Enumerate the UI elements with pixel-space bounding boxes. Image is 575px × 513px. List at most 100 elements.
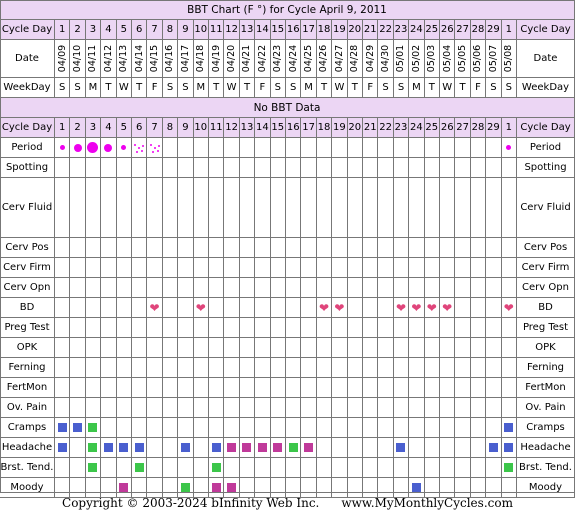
cycle-day-row-tick: 23 xyxy=(393,20,410,40)
light-spotting-mark xyxy=(149,142,161,154)
cycle-day-row-2-tick: 1 xyxy=(55,118,71,138)
row-headache-cell xyxy=(440,438,456,458)
date-tick: 04/17 xyxy=(178,40,194,78)
row-headache-cell xyxy=(70,438,86,458)
cycle-day-row-2-tick: 6 xyxy=(132,118,148,138)
date-tick: 04/16 xyxy=(162,40,179,78)
row-cerv-opn-cell xyxy=(316,278,333,298)
weekday-tick: T xyxy=(424,78,440,98)
row-ov-pain-cell xyxy=(193,398,209,418)
date-tick: 05/07 xyxy=(486,40,502,78)
row-ov-pain-cell xyxy=(255,398,271,418)
row-cerv-opn-cell xyxy=(55,278,71,298)
cycle-day-row-2-tick: 22 xyxy=(378,118,394,138)
row-cerv-opn-cell xyxy=(132,278,148,298)
row-fertmon-cell xyxy=(470,378,487,398)
row-fertmon-cell xyxy=(70,378,86,398)
row-preg-test-cell xyxy=(270,318,286,338)
weekday-tick: T xyxy=(316,78,333,98)
row-fertmon-cell xyxy=(85,378,102,398)
row-fertmon-label-left: FertMon xyxy=(0,378,55,398)
row-opk-cell xyxy=(70,338,86,358)
cycle-day-row-tick: 14 xyxy=(255,20,271,40)
date-tick: 05/08 xyxy=(501,40,517,78)
row-ov-pain-cell xyxy=(393,398,410,418)
row-cramps-cell xyxy=(270,418,286,438)
row-cerv-fluid-cell xyxy=(440,178,456,238)
row-cerv-firm-cell xyxy=(178,258,194,278)
row-cerv-firm-cell xyxy=(316,258,333,278)
row-headache-cell xyxy=(378,438,394,458)
row-cerv-pos-cell xyxy=(147,238,163,258)
row-cramps-cell xyxy=(239,418,256,438)
row-period-cell xyxy=(470,138,487,158)
cycle-day-row-tick: 6 xyxy=(132,20,148,40)
cycle-day-row-2-tick: 15 xyxy=(270,118,286,138)
row-opk-cell xyxy=(363,338,379,358)
row-ov-pain-cell xyxy=(409,398,425,418)
no-bbt-banner: No BBT Data xyxy=(0,98,575,118)
row-spotting-cell xyxy=(501,158,517,178)
row-headache-cell xyxy=(409,438,425,458)
cycle-day-row-2-tick: 1 xyxy=(501,118,517,138)
row-bd-cell xyxy=(116,298,132,318)
row-cerv-fluid-cell xyxy=(301,178,317,238)
cycle-day-row-tick: 15 xyxy=(270,20,286,40)
row-cerv-pos-cell xyxy=(316,238,333,258)
blue-symptom-square xyxy=(134,443,144,452)
row-period-cell xyxy=(224,138,240,158)
row-ferning-cell xyxy=(193,358,209,378)
spotting-speck xyxy=(156,149,159,152)
weekday-tick: S xyxy=(486,78,502,98)
row-cramps-cell xyxy=(147,418,163,438)
date-text: 04/09 xyxy=(56,44,68,73)
date-row-label-right: Date xyxy=(517,40,575,78)
row-preg-test-cell xyxy=(332,318,348,338)
row-cerv-fluid-cell xyxy=(486,178,502,238)
footer-site-link[interactable]: www.MyMonthlyCycles.com xyxy=(341,496,513,510)
row-ov-pain-cell xyxy=(332,398,348,418)
cycle-day-row-tick: 9 xyxy=(178,20,194,40)
row-preg-test-label-right: Preg Test xyxy=(517,318,575,338)
row-cerv-pos-cell xyxy=(55,238,71,258)
date-tick: 04/26 xyxy=(316,40,333,78)
row-cerv-firm-cell xyxy=(224,258,240,278)
period-dot xyxy=(87,142,99,153)
row-opk-cell xyxy=(393,338,410,358)
row-spotting-cell xyxy=(270,158,286,178)
cycle-day-row-2-tick: 4 xyxy=(101,118,117,138)
cycle-day-row-2-label-left: Cycle Day xyxy=(0,118,55,138)
row-fertmon-cell xyxy=(224,378,240,398)
row-cerv-pos-label-right: Cerv Pos xyxy=(517,238,575,258)
row-cerv-opn-cell xyxy=(332,278,348,298)
row-cerv-firm-cell xyxy=(55,258,71,278)
row-preg-test-cell xyxy=(193,318,209,338)
row-preg-test-cell xyxy=(486,318,502,338)
row-bd-cell: ❤ xyxy=(193,298,209,318)
row-cerv-firm-cell xyxy=(193,258,209,278)
row-cerv-pos-cell xyxy=(486,238,502,258)
row-fertmon-cell xyxy=(409,378,425,398)
row-ferning-cell xyxy=(486,358,502,378)
row-cerv-firm-cell xyxy=(363,258,379,278)
row-spotting-cell xyxy=(70,158,86,178)
row-brst-tend-cell xyxy=(409,458,425,478)
footer: Copyright © 2003-2024 bInfinity Web Inc.… xyxy=(0,493,575,513)
row-period-cell xyxy=(178,138,194,158)
row-cramps-cell xyxy=(224,418,240,438)
row-headache-cell xyxy=(316,438,333,458)
row-bd-cell xyxy=(70,298,86,318)
row-period-cell xyxy=(393,138,410,158)
row-fertmon-cell xyxy=(193,378,209,398)
row-cramps-cell xyxy=(55,418,71,438)
row-cerv-firm-cell xyxy=(409,258,425,278)
row-ov-pain-cell xyxy=(101,398,117,418)
weekday-tick: S xyxy=(55,78,71,98)
row-opk-cell xyxy=(255,338,271,358)
row-period-cell xyxy=(85,138,102,158)
row-bd-cell: ❤ xyxy=(409,298,425,318)
row-bd-cell xyxy=(347,298,363,318)
row-cerv-opn-cell xyxy=(116,278,132,298)
cycle-day-row-2-tick: 25 xyxy=(424,118,440,138)
row-opk-cell xyxy=(209,338,225,358)
